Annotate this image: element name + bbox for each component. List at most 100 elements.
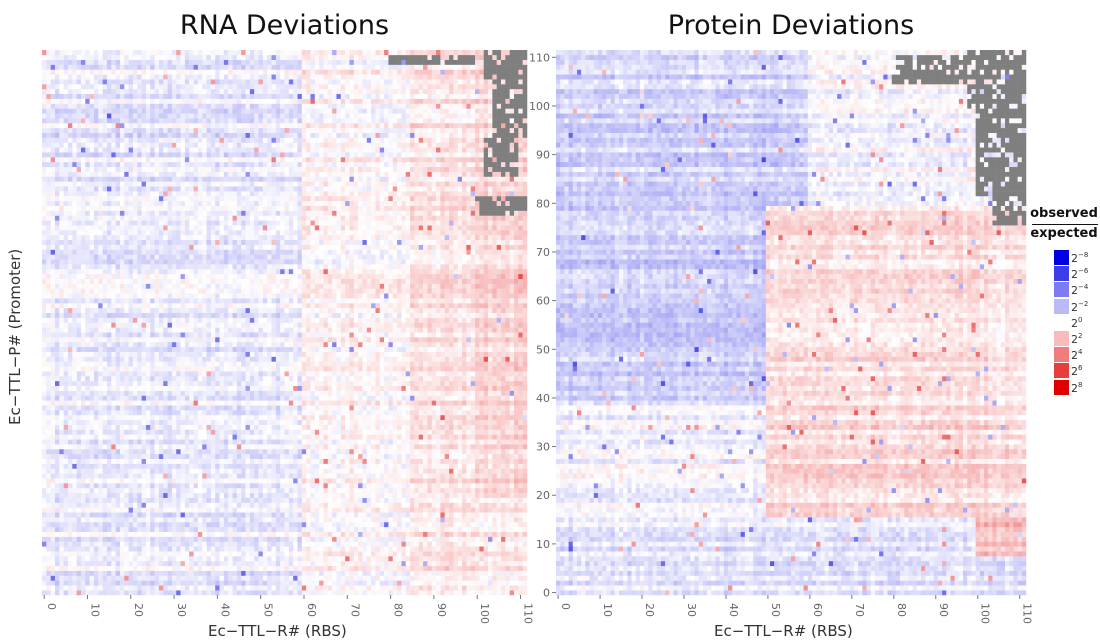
rna-cell: [219, 575, 225, 581]
rna-cell: [254, 434, 259, 440]
rna-cell: [258, 565, 264, 571]
rna-cell: [215, 556, 220, 562]
rna-cell: [215, 507, 220, 513]
rna-cell: [379, 439, 385, 445]
rna-cell: [249, 419, 255, 425]
rna-cell: [184, 575, 190, 581]
rna-cell: [102, 463, 108, 469]
rna-cell: [223, 439, 229, 445]
rna-cell: [93, 492, 99, 498]
rna-cell: [475, 395, 480, 401]
rna-cell: [466, 517, 471, 523]
rna-cell: [46, 439, 51, 445]
rna-cell: [132, 478, 138, 484]
rna-cell: [353, 468, 359, 474]
rna-cell: [492, 424, 497, 430]
rna-cell: [388, 560, 394, 567]
rna-cell: [358, 575, 363, 581]
rna-cell: [358, 585, 363, 591]
rna-cell: [85, 590, 90, 596]
rna-cell: [241, 556, 246, 562]
rna-cell: [262, 580, 268, 586]
rna-cell: [462, 380, 467, 387]
rna-cell: [453, 512, 458, 518]
rna-cell: [132, 410, 138, 416]
rna-cell: [522, 434, 528, 440]
rna-cell: [509, 453, 515, 459]
rna-cell: [470, 497, 476, 503]
rna-cell: [427, 492, 432, 498]
rna-cell: [189, 449, 194, 455]
rna-cell: [111, 483, 116, 489]
rna-cell: [232, 458, 238, 464]
rna-cell: [150, 444, 155, 450]
rna-cell: [119, 541, 125, 547]
rna-cell: [336, 453, 342, 459]
rna-cell: [488, 487, 493, 494]
rna-cell: [119, 473, 125, 479]
rna-cell: [449, 463, 454, 469]
rna-cell: [72, 473, 77, 479]
rna-cell: [132, 483, 138, 489]
rna-cell: [466, 487, 471, 494]
rna-cell: [379, 531, 385, 537]
rna-cell: [119, 468, 125, 474]
rna-cell: [50, 376, 56, 382]
rna-cell: [462, 434, 467, 440]
rna-cell: [375, 395, 381, 401]
rna-cell: [85, 414, 90, 421]
rna-cell: [102, 590, 108, 596]
rna-cell: [375, 507, 381, 513]
rna-cell: [193, 458, 199, 464]
rna-cell: [76, 492, 82, 498]
rna-cell: [119, 570, 125, 576]
rna-cell: [46, 512, 51, 518]
rna-cell: [284, 522, 290, 528]
rna-cell: [293, 400, 298, 406]
rna-cell: [449, 444, 454, 450]
rna-cell: [457, 380, 463, 387]
rna-cell: [345, 560, 350, 567]
rna-cell: [202, 478, 207, 484]
rna-cell: [379, 419, 385, 425]
rna-cell: [72, 376, 77, 382]
rna-cell: [206, 565, 212, 571]
rna-cell: [245, 512, 251, 518]
rna-cell: [293, 570, 298, 576]
rna-cell: [275, 585, 281, 591]
rna-cell: [488, 492, 493, 498]
rna-cell: [375, 419, 381, 425]
rna-cell: [505, 414, 510, 421]
rna-cell: [483, 478, 489, 484]
rna-cell: [479, 497, 484, 503]
rna-cell: [306, 526, 311, 532]
rna-cell: [267, 380, 272, 387]
rna-cell: [223, 414, 229, 421]
rna-cell: [284, 556, 290, 562]
rna-cell: [245, 434, 251, 440]
rna-cell: [371, 492, 376, 498]
rna-cell: [496, 507, 502, 513]
rna-cell: [42, 405, 47, 411]
rna-cell: [275, 541, 281, 547]
rna-cell: [379, 565, 385, 571]
rna-cell: [466, 463, 471, 469]
rna-cell: [180, 512, 186, 518]
rna-cell: [189, 556, 194, 562]
rna-cell: [488, 526, 493, 532]
rna-cell: [215, 512, 220, 518]
rna-cell: [59, 376, 64, 382]
rna-cell: [163, 439, 168, 445]
rna-cell: [228, 536, 233, 542]
rna-cell: [418, 502, 424, 508]
rna-cell: [514, 575, 519, 581]
rna-cell: [349, 570, 355, 576]
rna-cell: [457, 458, 463, 464]
rna-cell: [323, 507, 329, 513]
rna-cell: [167, 458, 173, 464]
rna-cell: [444, 395, 450, 401]
rna-cell: [496, 512, 502, 518]
rna-cell: [89, 497, 95, 503]
rna-cell: [440, 429, 445, 435]
rna-cell: [67, 400, 73, 406]
